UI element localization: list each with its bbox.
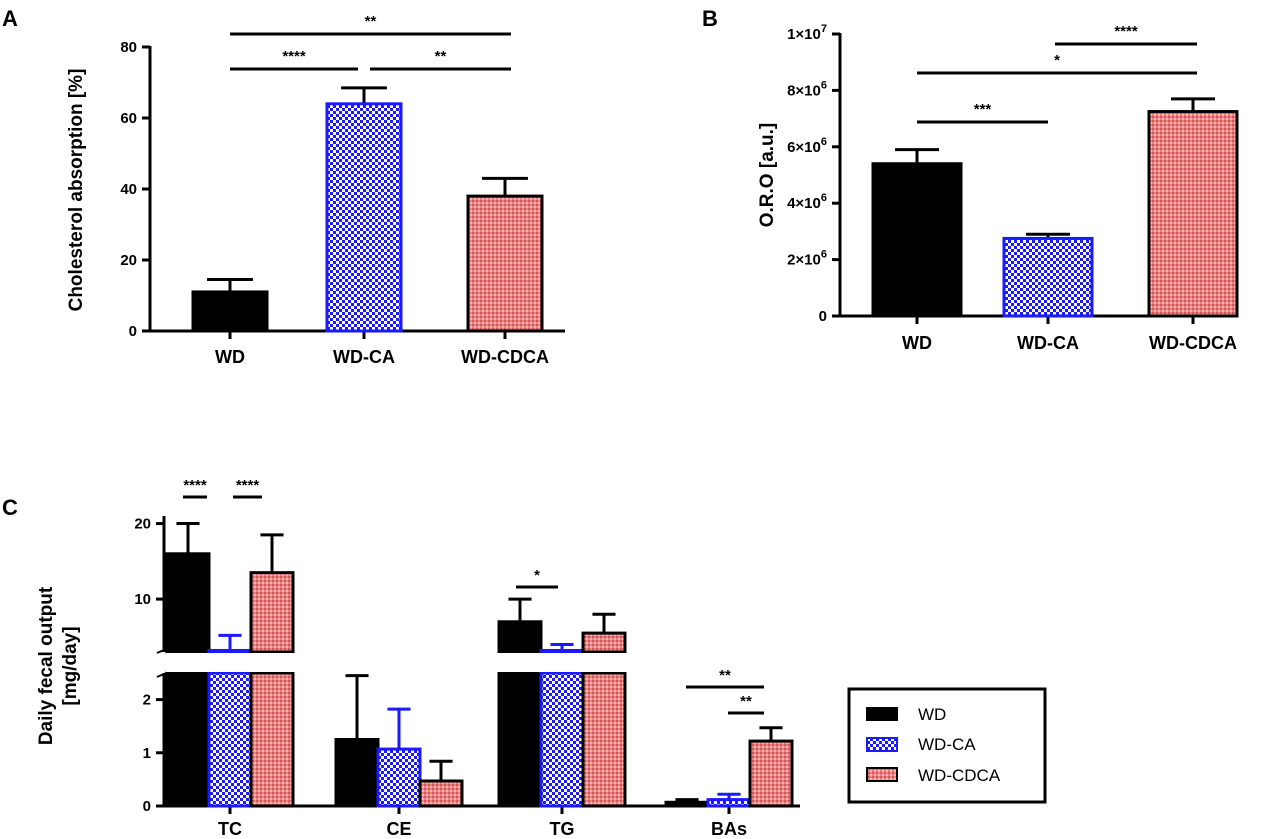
panel-c-bar-tc-wd-upper (165, 552, 211, 654)
legend-swatch-wd (866, 707, 898, 721)
panel-c-bar-bas-wd (664, 800, 710, 808)
panel-c-bar-tg-wd-ca-upper (539, 648, 585, 654)
panel-b-bar-wd-cdca (1147, 110, 1239, 318)
panel-c-significance-label: ** (719, 667, 731, 684)
panel-c-bar-ce-wd (334, 738, 380, 808)
panel-c-y-tick-label: 1 (143, 745, 151, 762)
panel-c-y-tick-label: 2 (143, 692, 151, 709)
panel-b-y-axis-title: O.R.O [a.u.] (757, 123, 778, 228)
panel-b-x-tick-label: WD-CA (1017, 333, 1079, 353)
panel-a-bar-wd (191, 290, 269, 333)
legend-swatch-wd-ca (866, 737, 898, 752)
panel-a-y-tick-label: 80 (120, 39, 137, 56)
panel-a-y-tick-label: 40 (120, 181, 137, 198)
panel-c-significance-label: * (534, 567, 540, 584)
panel-b-chart: 0 2×106 4×106 6×106 8×106 1×107 WD WD-CA WD-CDCA… (787, 23, 1239, 353)
panel-label-a: A (2, 6, 18, 31)
panel-c-y-tick-label: 0 (143, 798, 151, 815)
panel-label-b: B (702, 6, 718, 31)
panel-c-bar-ce-wd-ca (376, 747, 422, 808)
panel-b-x-tick-label: WD-CDCA (1149, 333, 1237, 353)
panel-c-bar-bas-wd-cdca (748, 739, 794, 808)
panel-c-bar-tg-wd-lower (497, 671, 543, 808)
panel-c-bar-ce-wd-cdca (418, 779, 464, 808)
panel-c-bar-tg-wd-cdca-upper (581, 631, 627, 654)
panel-c-bar-bas-wd-ca (706, 798, 752, 808)
panel-c-y-axis-title-line1: Daily fecal output (36, 586, 57, 745)
panel-c-bar-tc-wd-cdca-upper (249, 571, 295, 654)
panel-c-bar-tc-wd-cdca-lower (249, 671, 295, 808)
panel-a-y-tick-label: 20 (120, 252, 137, 269)
panel-b-y-tick-label: 1×107 (787, 23, 827, 43)
panel-a-y-tick-label: 60 (120, 110, 137, 127)
panel-b-significance-label: **** (1114, 23, 1138, 40)
panel-c-x-tick-label: TC (218, 819, 242, 839)
panel-c-bar-tc-wd-ca-lower (207, 671, 253, 808)
panel-a-x-tick-label: WD (215, 347, 245, 367)
panel-b-bar-wd-ca (1002, 236, 1094, 318)
legend-label-wd-cdca: WD-CDCA (918, 766, 1001, 785)
panel-b-y-tick-label: 0 (819, 308, 827, 325)
panel-b-y-tick-label: 6×106 (787, 136, 827, 156)
panel-a-bar-wd-cdca (466, 194, 544, 333)
panel-c-y-tick-label: 10 (134, 591, 151, 608)
panel-b-y-tick-label: 4×106 (787, 192, 827, 212)
panel-a-y-tick-label: 0 (129, 323, 137, 340)
panel-b-bar-wd (871, 162, 963, 318)
legend: WD WD-CA WD-CDCA (847, 687, 1047, 804)
panel-c-significance-label: **** (183, 477, 207, 494)
panel-c-y-axis-title-line2: [mg/day] (60, 626, 81, 705)
panel-c-significance-label: ** (740, 693, 752, 710)
panel-c-axis-break-gap (166, 653, 806, 672)
panel-a-x-tick-label: WD-CDCA (461, 347, 549, 367)
panel-c-bar-tg-wd-ca-lower (539, 671, 585, 808)
panel-c-bar-tc-wd-ca-upper (207, 648, 253, 654)
legend-label-wd: WD (918, 705, 946, 724)
panel-c-x-tick-label: TG (550, 819, 575, 839)
panel-label-c: C (2, 495, 18, 520)
legend-swatch-wd-cdca (866, 767, 898, 782)
panel-b-y-tick-label: 2×106 (787, 249, 827, 269)
panel-a-y-axis-title: Cholesterol absorption [%] (66, 69, 87, 312)
panel-b-x-tick-label: WD (902, 333, 932, 353)
legend-label-wd-ca: WD-CA (918, 735, 976, 754)
panel-c-significance-label: **** (236, 477, 260, 494)
panel-c-bar-tg-wd-cdca-lower (581, 671, 627, 808)
panel-c-bar-tg-wd-upper (497, 620, 543, 654)
panel-b-significance-label: * (1054, 52, 1060, 69)
panel-c-x-tick-label: CE (386, 819, 411, 839)
panel-b-y-tick-label: 8×106 (787, 79, 827, 99)
panel-c-y-tick-label: 20 (134, 516, 151, 533)
panel-b-significance-label: *** (974, 101, 992, 118)
panel-a-bar-wd-ca (325, 102, 403, 333)
panel-a-significance-label: **** (282, 48, 306, 65)
panel-c-x-tick-label: BAs (711, 819, 747, 839)
panel-a-significance-label: ** (435, 48, 447, 65)
panel-a-x-tick-label: WD-CA (333, 347, 395, 367)
panel-a-significance-label: ** (365, 13, 377, 30)
panel-c-bar-tc-wd-lower (165, 671, 211, 808)
